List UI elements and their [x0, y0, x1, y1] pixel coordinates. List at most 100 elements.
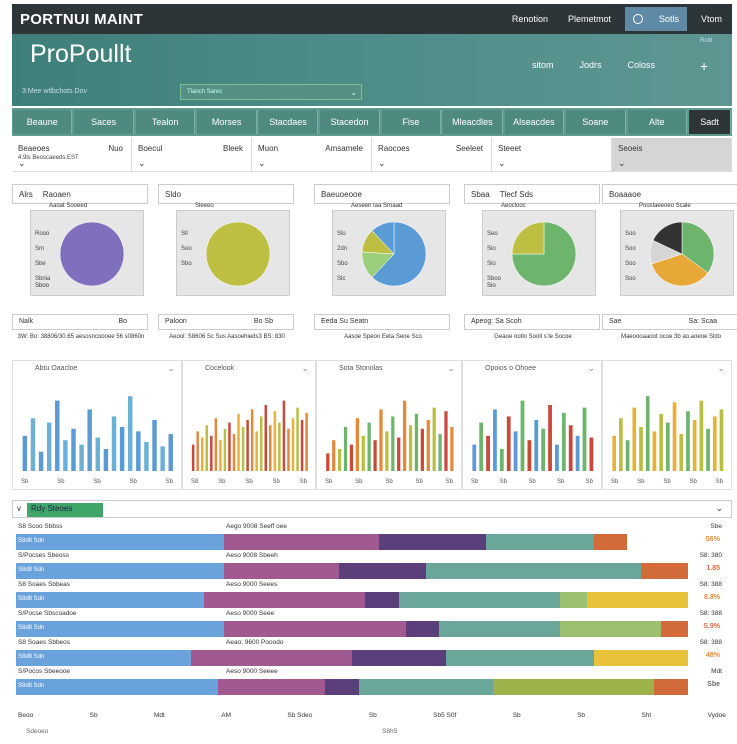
tick-label: Sb [272, 479, 280, 485]
nav-item-3-active[interactable]: Sotls [624, 7, 687, 31]
tick-label: Sb [218, 479, 226, 485]
pie-card-row: Alrs Raoaen Aaoat Sooeed Rooo Srn Sbe Sbnia Sbo… [12, 184, 737, 354]
pie-chart [649, 221, 715, 287]
hero-link-1[interactable]: sitom [532, 60, 554, 70]
filter-value: Seeleet [455, 144, 483, 153]
tab-4[interactable]: Morses [197, 110, 257, 134]
hero-tiny-label: Robt [700, 38, 713, 44]
bar [385, 431, 389, 471]
bar [438, 434, 442, 471]
nav-item-1[interactable]: Renotion [511, 14, 548, 24]
chevron-icon[interactable]: v [17, 504, 21, 513]
tab-5[interactable]: Stacdaes [258, 110, 319, 134]
card-header[interactable]: Baeuoeooe [314, 184, 450, 204]
bar-segment [204, 592, 366, 608]
tick-label: Sb [689, 479, 697, 485]
row-label: S/Pocos Sbeeooe [18, 668, 71, 675]
row-mid-label: Aego 9008 Seeff oee [226, 523, 287, 530]
chevron-icon[interactable]: ⌄ [301, 363, 309, 373]
tick-label: Sb [445, 479, 453, 485]
tab-10[interactable]: Soane [566, 110, 626, 134]
bar [692, 419, 697, 471]
bar [232, 434, 236, 471]
axis2-left: Sdeoeo [26, 728, 49, 735]
hero-link-2[interactable]: Jodrs [579, 60, 602, 70]
stacked-bar[interactable]: S8d8 Sdn [16, 534, 628, 550]
card-header[interactable]: Sbaa Tlecf Sds [464, 184, 600, 204]
card-footer[interactable]: Apeog: Sa Scoh [464, 314, 600, 330]
card-header[interactable]: Boaaaoe [602, 184, 737, 204]
tab-6[interactable]: Stacedon [320, 110, 380, 134]
bar-segment [338, 563, 426, 579]
row-value: S.9% [703, 623, 720, 630]
tab-3[interactable]: Tealon [135, 110, 196, 134]
filter-6[interactable]: Seoeis ⌄ [612, 138, 732, 171]
pie-chart-box: Aaoat Sooeed Rooo Srn Sbe Sbnia Sboo [30, 203, 144, 296]
filter-1[interactable]: Beaeoes 4.9ls Beoscaeeds.EST Nuo ⌄ [12, 138, 132, 171]
stacked-bar[interactable]: S8d8 Sdn [16, 563, 688, 579]
card-header[interactable]: Sldo [158, 184, 294, 204]
bar-segment [190, 650, 352, 666]
legend-item: Soo [625, 276, 636, 282]
tab-12[interactable]: Sadt [688, 110, 731, 134]
chevron-down-icon[interactable]: ⌄ [715, 503, 723, 513]
bar-segment [580, 534, 594, 550]
card-header[interactable]: Alrs Raoaen [12, 184, 148, 204]
pie-chart-title: Aeoclooc [501, 203, 526, 209]
bar-segment: S8d8 Sdn [16, 679, 218, 695]
stacked-bar[interactable]: S8d8 Sdn [16, 679, 688, 695]
tab-8[interactable]: Mleacdles [443, 110, 503, 134]
filter-2[interactable]: Boecul Bleek ⌄ [132, 138, 252, 171]
chevron-icon[interactable]: ⌄ [587, 363, 595, 373]
chevron-icon[interactable]: ⌄ [447, 363, 455, 373]
pie-chart [361, 221, 427, 287]
chevron-icon[interactable]: ⌄ [717, 363, 725, 373]
hero-link-3[interactable]: Coloss [627, 60, 656, 70]
bar [205, 425, 209, 471]
bar [144, 441, 149, 471]
bar [426, 419, 430, 471]
nav-item-4[interactable]: Vtom [700, 14, 722, 24]
bar [541, 428, 546, 471]
nav-item-2[interactable]: Plemetmot [567, 14, 611, 24]
tick-label: Sb [585, 479, 593, 485]
bar [46, 422, 52, 471]
pie-card: Sldo Sleeeo Sll Soo Sbo Paloon Bo Sb Aeool: S86… [158, 184, 294, 354]
add-icon[interactable]: + [700, 58, 709, 74]
tab-7[interactable]: Fise [381, 110, 442, 134]
bar-chart [191, 400, 308, 471]
bar [444, 411, 448, 471]
tab-2[interactable]: Saces [74, 110, 134, 134]
bar [391, 416, 395, 471]
stacked-bar[interactable]: S8d8 Sdn [16, 621, 688, 637]
bar-panel: Sota Stonolas ⌄ Sb Sb Sb Sb Sb [316, 360, 462, 490]
bar [499, 449, 504, 471]
stacked-title-button[interactable]: Rdy Steoes [27, 503, 103, 517]
stacked-bar[interactable]: S8d8 Sdn [16, 650, 688, 666]
card-title-2: Tlecf Sds [499, 190, 534, 199]
filter-bar: Beaeoes 4.9ls Beoscaeeds.EST Nuo ⌄ Boecul Ble… [12, 138, 732, 172]
stacked-bar[interactable]: S8d8 Sdn [16, 592, 688, 608]
row-right-label: S8: 388 [699, 581, 722, 588]
bar [699, 400, 704, 471]
tab-1[interactable]: Beaune [13, 110, 73, 134]
filter-4[interactable]: Raocoes Seeleet ⌄ [372, 138, 492, 171]
legend-item: Sll [181, 231, 188, 237]
bar-panel: Cocelook ⌄ S8 Sb Sb Sb Sb [182, 360, 316, 490]
tab-9[interactable]: Alseacdes [504, 110, 565, 134]
tick-label: Sb [245, 479, 253, 485]
card-footer[interactable]: Sae Sa: Scaa [602, 314, 737, 330]
card-footer[interactable]: Nalk Bo [12, 314, 148, 330]
search-input[interactable]: Tlanch Sarec ⌄ [180, 84, 362, 100]
tick-label: Sb [715, 479, 723, 485]
card-footer[interactable]: Paloon Bo Sb [158, 314, 294, 330]
chevron-down-icon: ⌄ [498, 158, 506, 168]
card-footer[interactable]: Eeda Su Seatn [314, 314, 450, 330]
filter-3[interactable]: Muon Amsamele ⌄ [252, 138, 372, 171]
tab-11[interactable]: Alte [627, 110, 687, 134]
legend-item: Soo [181, 246, 192, 252]
bar-segment: S8d8 Sdn [16, 650, 191, 666]
filter-5[interactable]: Steeet ⌄ [492, 138, 612, 171]
row-mid-label: Aeso 9008 Sbeeh [226, 552, 278, 559]
chevron-icon[interactable]: ⌄ [167, 363, 175, 373]
